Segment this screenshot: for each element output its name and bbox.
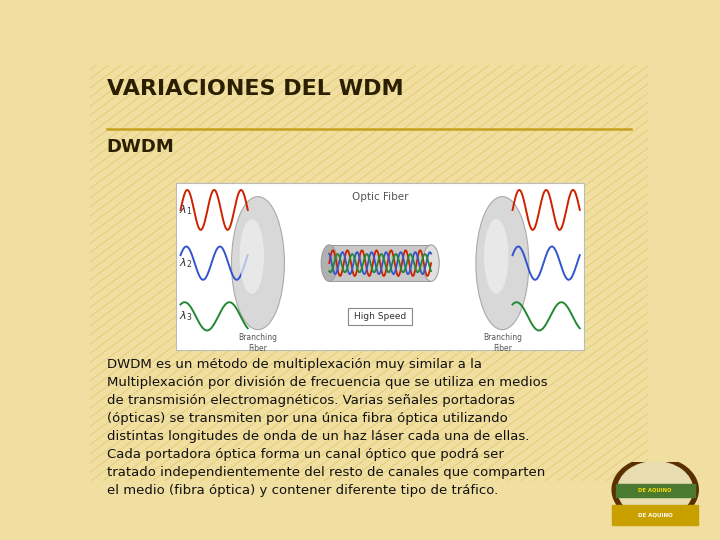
Text: High Speed: High Speed	[354, 312, 406, 321]
Text: Branching
Fiber: Branching Fiber	[238, 333, 277, 353]
Text: $\lambda_1$: $\lambda_1$	[179, 203, 192, 217]
Ellipse shape	[240, 219, 264, 294]
Bar	[612, 505, 698, 525]
Ellipse shape	[476, 197, 528, 329]
Text: VARIACIONES DEL WDM: VARIACIONES DEL WDM	[107, 79, 403, 99]
Ellipse shape	[484, 219, 508, 294]
FancyBboxPatch shape	[348, 308, 412, 325]
Ellipse shape	[232, 197, 284, 329]
Bar	[329, 245, 431, 281]
Bar	[176, 183, 584, 349]
Text: $\lambda_3$: $\lambda_3$	[179, 309, 192, 323]
Text: DE AQUINO: DE AQUINO	[639, 488, 672, 493]
Text: DE AQUINO: DE AQUINO	[638, 512, 672, 517]
Text: Optic Fiber: Optic Fiber	[352, 192, 408, 201]
Text: DWDM: DWDM	[107, 138, 174, 156]
Bar	[616, 484, 695, 497]
Text: $\lambda_2$: $\lambda_2$	[179, 256, 192, 270]
Ellipse shape	[423, 245, 439, 281]
Circle shape	[618, 462, 693, 518]
Text: Branching
Fiber: Branching Fiber	[483, 333, 522, 353]
Ellipse shape	[321, 245, 338, 281]
Text: DWDM es un método de multiplexación muy similar a la
Multiplexación por división: DWDM es un método de multiplexación muy …	[107, 358, 547, 497]
Circle shape	[612, 457, 698, 522]
